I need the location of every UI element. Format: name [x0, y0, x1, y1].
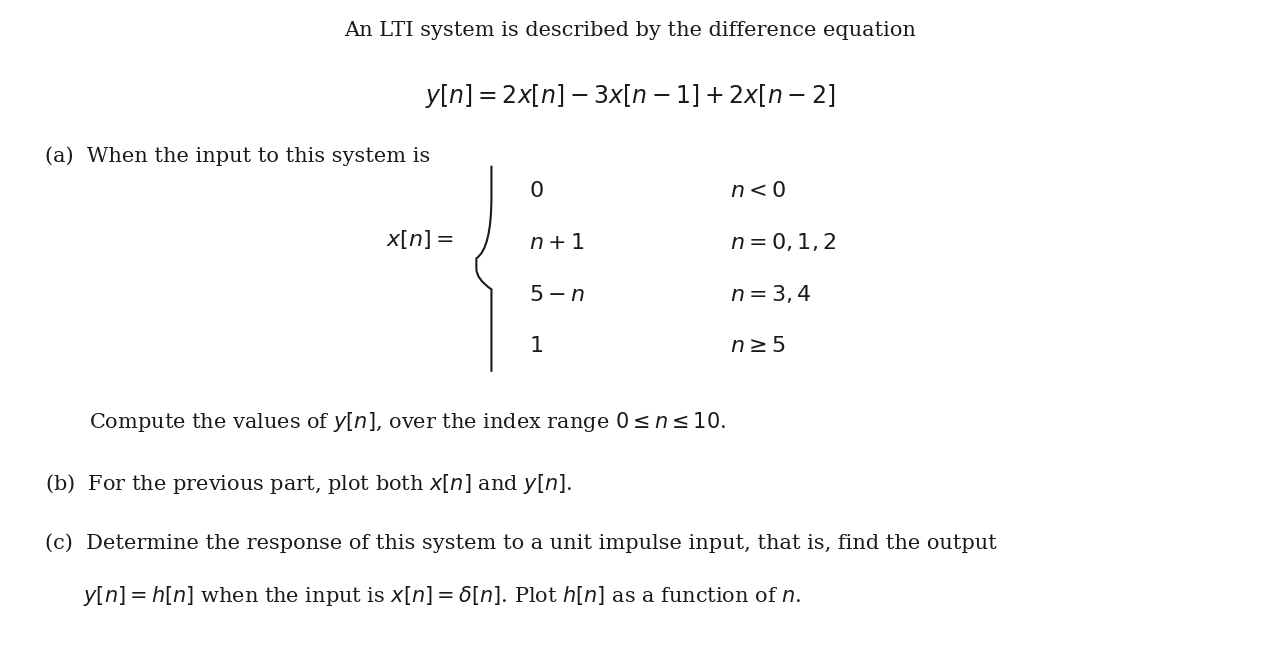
Text: $n = 0, 1, 2$: $n = 0, 1, 2$ — [730, 232, 836, 254]
Text: $n < 0$: $n < 0$ — [730, 181, 787, 203]
Text: $1$: $1$ — [529, 335, 543, 357]
Text: $n \geq 5$: $n \geq 5$ — [730, 335, 786, 357]
Text: $5-n$: $5-n$ — [529, 283, 586, 305]
Text: $n = 3, 4$: $n = 3, 4$ — [730, 283, 812, 305]
Text: (b)  For the previous part, plot both $x[n]$ and $y[n]$.: (b) For the previous part, plot both $x[… — [46, 472, 573, 496]
Text: $n+1$: $n+1$ — [529, 232, 584, 254]
Text: $y[n] = 2x[n] - 3x[n-1] + 2x[n-2]$: $y[n] = 2x[n] - 3x[n-1] + 2x[n-2]$ — [425, 82, 835, 110]
Text: An LTI system is described by the difference equation: An LTI system is described by the differ… — [344, 21, 916, 39]
Text: (a)  When the input to this system is: (a) When the input to this system is — [46, 146, 430, 166]
Text: $x[n] =$: $x[n] =$ — [386, 228, 454, 251]
Text: $y[n] = h[n]$ when the input is $x[n] = \delta[n]$. Plot $h[n]$ as a function of: $y[n] = h[n]$ when the input is $x[n] = … — [83, 584, 802, 608]
Text: (c)  Determine the response of this system to a unit impulse input, that is, fin: (c) Determine the response of this syste… — [46, 533, 997, 553]
Text: Compute the values of $y[n]$, over the index range $0 \leq n \leq 10$.: Compute the values of $y[n]$, over the i… — [90, 410, 726, 435]
Text: $0$: $0$ — [529, 181, 544, 203]
